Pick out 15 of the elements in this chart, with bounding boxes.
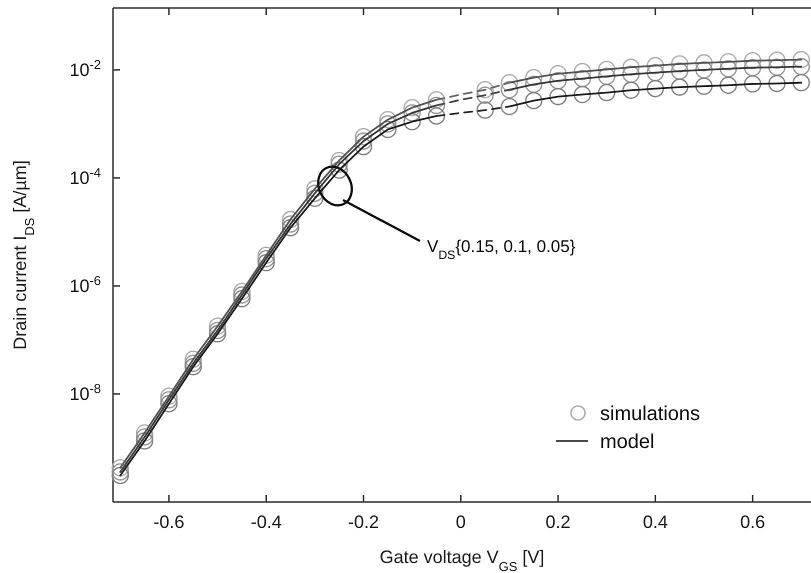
y-tick-label: 10$^{-4}$ <box>69 164 101 188</box>
y-tick-label: 10$^{-8}$ <box>69 380 101 404</box>
x-tick-label: 0.6 <box>740 512 766 532</box>
x-tick-label: 0.2 <box>546 512 571 532</box>
annotation: V$_{DS}${0.15, 0.1, 0.05} <box>427 237 576 262</box>
y-tick-label: 10$^{-2}$ <box>69 56 101 80</box>
x-tick-label: 0.4 <box>642 512 668 532</box>
x-tick-label: 0 <box>456 512 466 532</box>
x-tick-label: -0.4 <box>250 512 282 532</box>
legend-label: simulations <box>600 403 700 425</box>
x-axis-title: Gate voltage V$_{GS}$ [V] <box>380 547 544 573</box>
legend-label: model <box>600 431 654 453</box>
x-tick-label: -0.6 <box>153 512 184 532</box>
y-tick-label: 10$^{-6}$ <box>69 272 101 296</box>
x-tick-label: -0.2 <box>348 512 380 532</box>
